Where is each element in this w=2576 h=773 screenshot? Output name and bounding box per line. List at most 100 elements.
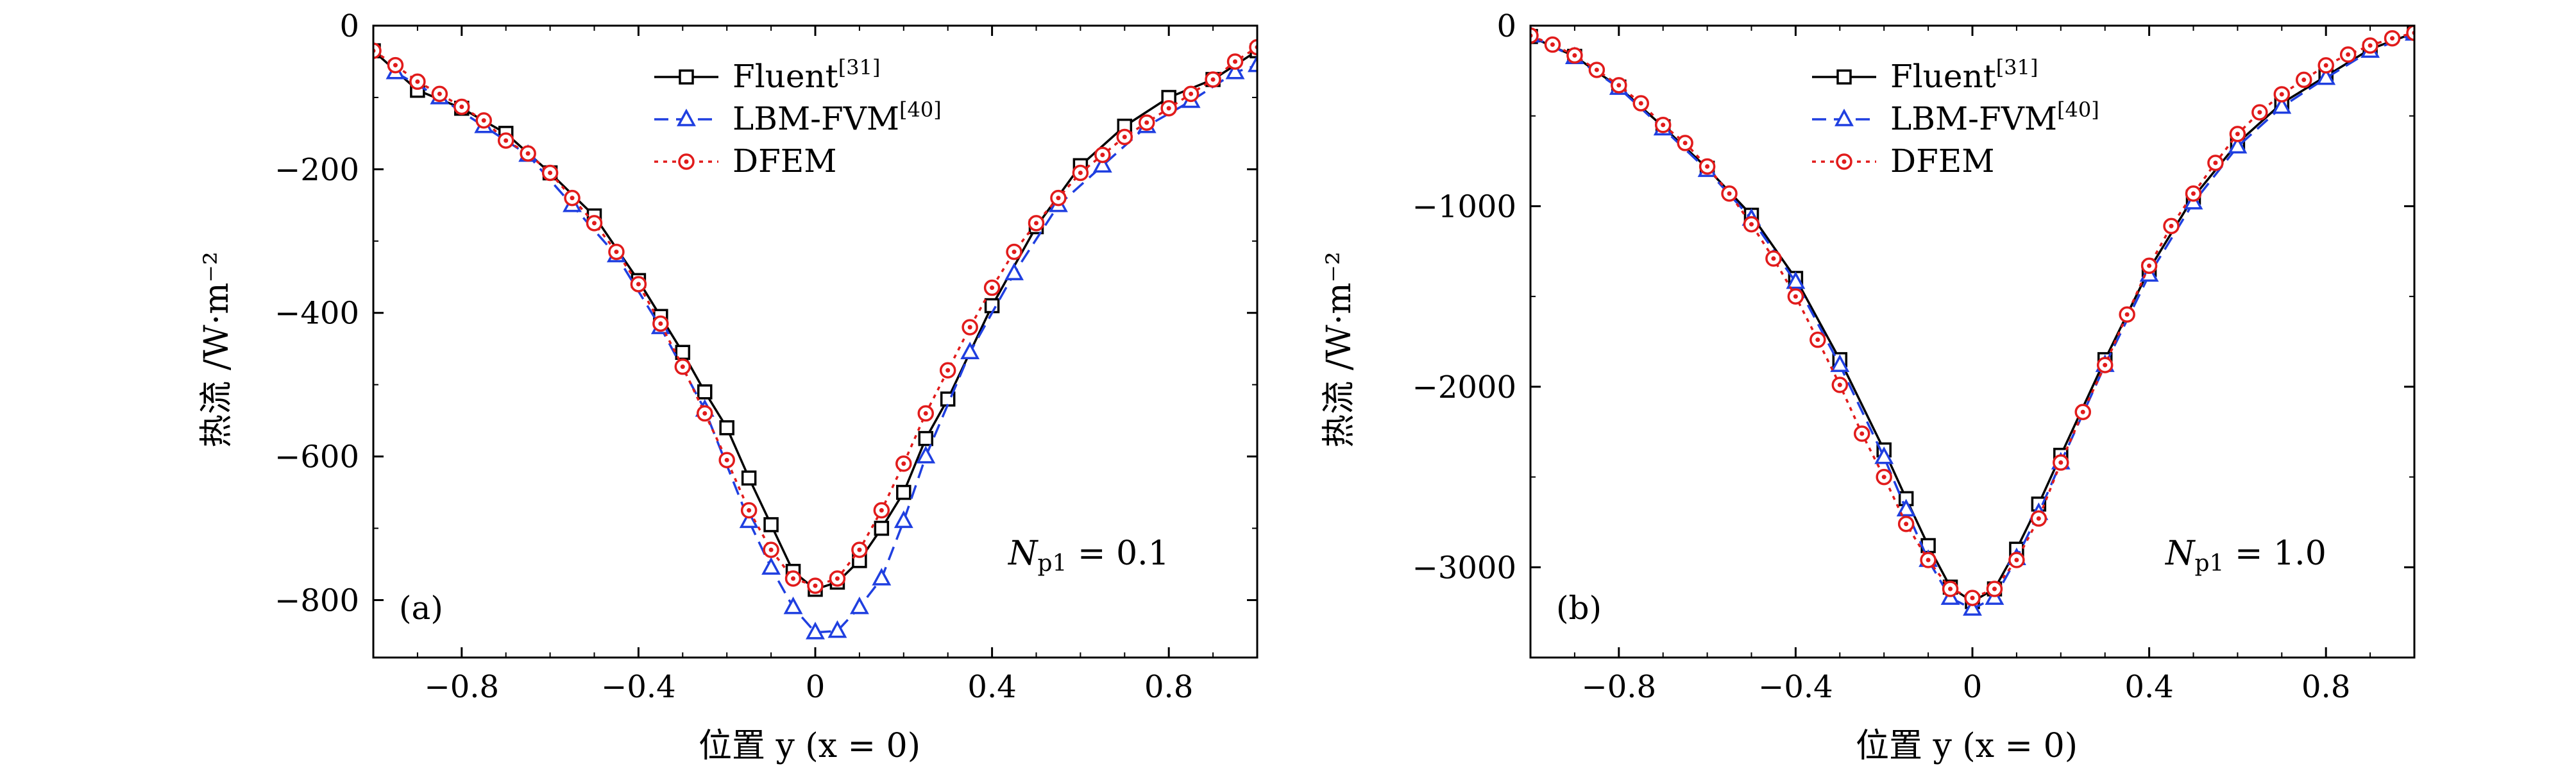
panel-a-point-lbm-fvm	[1004, 262, 1024, 280]
panel-a-point-lbm-fvm	[739, 510, 759, 529]
panel-a-point-fluent	[719, 420, 734, 436]
panel-b-legend-label: LBM-FVM[40]	[1890, 98, 2099, 137]
panel-b-point-dfem-dot	[2390, 36, 2395, 41]
panel-a-point-dfem-dot	[1233, 59, 1238, 64]
panel-b-ytick-label: −3000	[1412, 550, 1516, 586]
panel-a-point-dfem-dot	[747, 508, 752, 513]
panel-b-point-dfem-dot	[1616, 83, 1622, 88]
panel-a-point-dfem-dot	[813, 583, 818, 588]
panel-a-ylabel: 热流 /W·m⁻²	[198, 251, 236, 448]
panel-b-series	[1530, 26, 2414, 616]
panel-a-legend-label: Fluent[31]	[733, 55, 880, 95]
panel-a-point-dfem-dot	[702, 411, 708, 416]
panel-a-point-lbm-fvm	[849, 596, 869, 615]
panel-b-ticks: −0.8 −0.4 0 0.4 0.8 0 −1000 −2000 −3000	[1412, 8, 2415, 705]
panel-a-point-dfem-dot	[967, 325, 972, 330]
panel-a-point-fluent	[984, 298, 1000, 314]
panel-b-legend-marker-dot	[1842, 159, 1847, 164]
panel-b-annotation-sub: p1	[2195, 550, 2224, 577]
panel-b-ytick-label: −1000	[1412, 189, 1516, 225]
panel-a-ytick-label: −400	[275, 296, 359, 332]
panel-b-point-dfem-dot	[1727, 191, 1732, 196]
panel-b-legend-name: DFEM	[1890, 142, 1994, 180]
panel-b-point-dfem-dot	[2058, 460, 2063, 465]
panel-a-point-dfem-dot	[1122, 134, 1127, 139]
panel-b-xlabel: 位置 y (x = 0)	[1856, 727, 2078, 765]
panel-a-legend-entry-lbm-fvm: LBM-FVM[40]	[654, 98, 942, 137]
panel-a-point-dfem-dot	[923, 411, 928, 416]
panel-b-point-dfem-dot	[1970, 595, 1975, 600]
panel-a-point-lbm-fvm	[894, 510, 913, 529]
panel-b-point-dfem-dot	[2036, 516, 2041, 521]
panel-b-point-lbm-fvm	[2272, 96, 2292, 114]
panel-a-point-lbm-fvm	[761, 557, 781, 575]
panel-a-point-lbm-fvm	[916, 445, 936, 464]
panel-a-point-dfem-dot	[393, 63, 398, 68]
panel-a-point-dfem	[1249, 38, 1257, 56]
panel-a-point-dfem-dot	[614, 250, 619, 255]
panel-b-point-dfem-dot	[1926, 557, 1931, 563]
panel-a-point-dfem-dot	[459, 104, 464, 109]
panel-a-point-dfem-dot	[592, 221, 597, 226]
panel-a-legend-marker	[679, 69, 694, 85]
panel-b-xtick-label: 0	[1963, 669, 1983, 705]
panel-b-xtick-label: −0.8	[1582, 669, 1657, 705]
panel-b-legend-name: LBM-FVM	[1890, 100, 2057, 137]
panel-a-xtick-label: 0.8	[1144, 669, 1193, 705]
panel-a-xlabel: 位置 y (x = 0)	[699, 727, 920, 765]
panel-a-xtick-label: −0.4	[601, 669, 676, 705]
panel-b-annotation-rest: = 1.0	[2224, 534, 2326, 573]
panel-a-point-dfem-dot	[879, 508, 884, 513]
panel-a-point-fluent	[874, 520, 890, 536]
panel-a-frame	[372, 24, 1258, 659]
panel-b-point-dfem-dot	[2346, 52, 2351, 57]
panel-b-point-dfem-dot	[2213, 160, 2218, 166]
panel-a-point-lbm-fvm	[827, 620, 847, 638]
panel-a-point-dfem-dot	[437, 91, 442, 96]
panel-b-ytick-label: −2000	[1412, 370, 1516, 405]
panel-b-legend-marker	[1836, 69, 1852, 85]
panel-a-xtick-label: 0	[806, 669, 826, 705]
panel-a-legend-ref: [31]	[838, 55, 881, 80]
panel-a-ytick-label: −600	[275, 439, 359, 475]
panel-b-point-dfem-dot	[1992, 586, 1997, 591]
panel-b-point-dfem-dot	[1881, 475, 1886, 480]
panel-a-annotation-rest: = 0.1	[1067, 534, 1169, 573]
panel-b-point-dfem-dot	[1904, 522, 1909, 527]
panel-a-point-dfem-dot	[525, 151, 530, 156]
panel-a-point-dfem-dot	[791, 576, 796, 581]
panel-a-line-dfem	[373, 46, 1257, 587]
panel-b-point-dfem-dot	[2235, 132, 2240, 137]
panel-a-series	[373, 38, 1257, 640]
panel-a-legend-name: Fluent	[733, 58, 838, 95]
panel-a-annotation: Np1 = 0.1	[1007, 534, 1169, 577]
panel-b-xtick-label: 0.8	[2301, 669, 2350, 705]
panel-b-point-dfem-dot	[1815, 337, 1820, 343]
panel-b-point-lbm-fvm	[1830, 354, 1850, 372]
panel-b-point-dfem-dot	[1594, 67, 1599, 72]
panel-b-point-dfem-dot	[2301, 77, 2307, 82]
panel-a-ytick-label: −800	[275, 582, 359, 618]
panel-b-point-dfem	[1530, 27, 1539, 44]
panel-a-point-dfem-dot	[768, 547, 774, 552]
panel-b-point-dfem-dot	[1860, 431, 1865, 436]
panel-b-point-lbm-fvm	[1963, 598, 1982, 616]
panel-a-point-lbm-fvm	[1225, 62, 1245, 80]
panel-b-frame	[1529, 24, 2416, 659]
panel-a-point-dfem	[373, 42, 382, 59]
panel-b-legend-entry-fluent: Fluent[31]	[1812, 55, 2038, 95]
panel-b-point-dfem-dot	[1638, 101, 1643, 106]
panel-a-ytick-label: 0	[339, 8, 359, 44]
panel-b-point-dfem-dot	[1837, 382, 1842, 387]
panel-b-point-dfem-dot	[1705, 164, 1710, 169]
panel-a-point-dfem-dot	[945, 368, 951, 373]
panel-b-point-dfem-dot	[1771, 256, 1776, 261]
panel-b-ylabel: 热流 /W·m⁻²	[1320, 251, 1359, 448]
panel-b-xtick-label: 0.4	[2124, 669, 2173, 705]
chart-panel-a: −0.8 −0.4 0 0.4 0.8 0 −200 −400 −600 −800 热流 /W·m…	[198, 8, 1258, 765]
panel-a-point-dfem-dot	[1100, 152, 1105, 157]
panel-b-point-lbm-fvm	[1896, 498, 1916, 516]
panel-a-point-lbm-fvm	[1248, 54, 1257, 72]
panel-b-point-lbm-fvm	[2316, 67, 2336, 85]
